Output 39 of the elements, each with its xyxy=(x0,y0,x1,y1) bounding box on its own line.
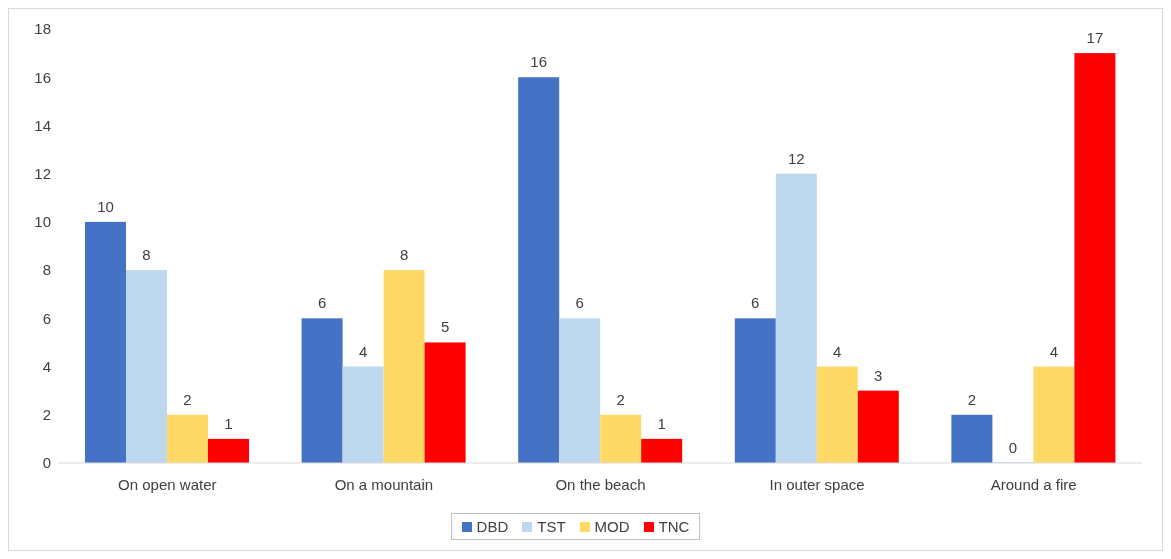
x-tick-label: On the beach xyxy=(555,475,646,493)
data-label: 4 xyxy=(358,342,368,360)
data-label: 4 xyxy=(833,342,842,360)
y-tick-label: 8 xyxy=(42,261,51,279)
x-tick-label: On open water xyxy=(118,475,217,493)
y-tick-label: 16 xyxy=(34,68,51,86)
legend-label: DBD xyxy=(475,518,509,535)
y-tick-label: 0 xyxy=(42,454,51,472)
data-label: 6 xyxy=(575,294,584,312)
data-label: 6 xyxy=(317,294,327,312)
data-label: 8 xyxy=(399,246,409,264)
y-tick-label: 14 xyxy=(34,116,51,134)
y-tick-label: 10 xyxy=(34,213,51,231)
data-label: 3 xyxy=(874,366,883,384)
data-label: 10 xyxy=(97,197,114,215)
legend-label: MOD xyxy=(593,518,630,535)
y-tick-label: 6 xyxy=(42,309,51,327)
y-tick-label: 4 xyxy=(42,357,51,375)
y-tick-label: 12 xyxy=(34,164,51,182)
data-label: 4 xyxy=(1049,342,1059,360)
data-label: 5 xyxy=(440,318,450,336)
data-label: 0 xyxy=(1008,439,1018,456)
data-label: 1 xyxy=(657,414,666,432)
data-label: 12 xyxy=(787,149,805,167)
y-tick-label: 18 xyxy=(34,20,51,38)
legend-label: TST xyxy=(536,518,566,535)
data-label: 16 xyxy=(530,53,548,71)
x-tick-label: Around a fire xyxy=(990,475,1077,493)
legend-label: TNC xyxy=(657,518,690,535)
data-label: 17 xyxy=(1086,29,1104,47)
x-tick-label: In outer space xyxy=(769,475,865,493)
x-tick-label: On a mountain xyxy=(334,475,434,493)
data-label: 2 xyxy=(183,390,192,408)
data-label: 2 xyxy=(967,390,977,408)
data-label: 2 xyxy=(616,390,625,408)
y-tick-label: 2 xyxy=(42,406,51,424)
data-label: 8 xyxy=(142,246,151,264)
data-label: 1 xyxy=(224,414,233,432)
data-label: 6 xyxy=(751,294,760,312)
